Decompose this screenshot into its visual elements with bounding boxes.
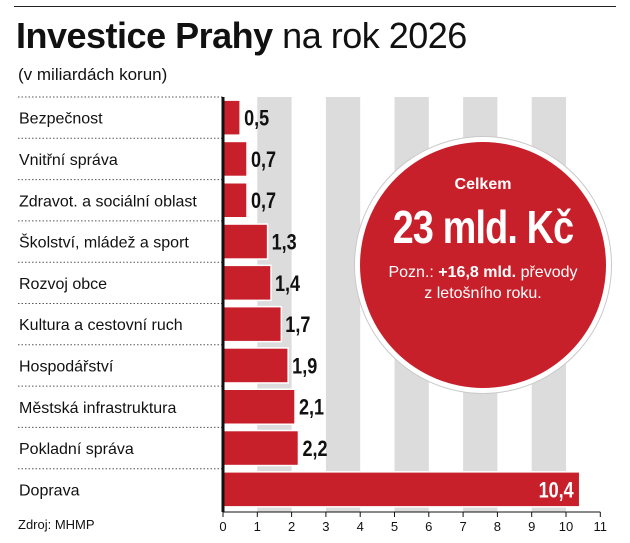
bar	[222, 429, 300, 467]
total-callout: Celkem 23 mld. Kč Pozn.: +16,8 mld. přev…	[360, 142, 606, 388]
callout-note-rest: převody z letošního roku.	[424, 264, 578, 302]
callout-value: 23 mld. Kč	[392, 201, 574, 253]
row-dividers	[18, 96, 223, 470]
category-label: Doprava	[19, 482, 80, 499]
value-label: 2,2	[302, 437, 327, 461]
x-tick-label: 7	[459, 519, 466, 534]
chart-title-light: na rok 2026	[282, 15, 467, 56]
grid-band	[325, 97, 361, 512]
chart-title-bold: Investice Prahy	[16, 15, 273, 56]
value-label: 1,4	[275, 272, 301, 296]
x-tick-label: 9	[528, 519, 535, 534]
x-tick-label: 6	[425, 519, 432, 534]
bar	[222, 305, 283, 343]
bar	[222, 182, 248, 219]
source-note: Zdroj: MHMP	[18, 517, 95, 532]
value-label: 1,9	[292, 355, 317, 379]
bar	[222, 347, 289, 384]
category-label: Vnitřní správa	[19, 152, 118, 169]
x-tick-label: 3	[322, 519, 329, 534]
bar	[222, 388, 296, 425]
value-label: 1,7	[285, 314, 310, 338]
x-tick-label: 0	[219, 519, 226, 534]
value-label: 0,5	[244, 107, 269, 131]
x-tick-label: 10	[559, 519, 573, 534]
value-label: 0,7	[251, 148, 276, 172]
category-label: Pokladní správa	[19, 441, 134, 458]
top-rule	[14, 6, 616, 7]
callout-note-prefix: Pozn.:	[388, 264, 434, 281]
callout-note-highlight: +16,8 mld.	[438, 264, 517, 281]
bar	[222, 140, 248, 178]
x-tick-label: 8	[494, 519, 501, 534]
bars	[222, 99, 581, 508]
value-label: 10,4	[539, 479, 575, 503]
x-tick-label: 11	[594, 519, 608, 534]
category-label: Bezpečnost	[19, 111, 103, 128]
x-tick-label: 2	[288, 519, 295, 534]
bar	[222, 471, 581, 508]
x-axis: 0 1 2 3 4 5 6 7 8 9 10 11	[219, 97, 607, 534]
category-label: Rozvoj obce	[19, 276, 107, 293]
x-tick-label: 1	[254, 519, 261, 534]
bar	[222, 99, 241, 136]
value-labels: 0,5 0,7 0,7 1,3 1,4 1,7 1,9 2,1 2,2 10,4	[244, 107, 574, 503]
category-label: Školství, mládež a sport	[19, 233, 189, 252]
bar	[222, 223, 269, 260]
bar	[222, 264, 272, 302]
category-labels: Bezpečnost Vnitřní správa Zdravot. a sociá…	[19, 111, 197, 500]
x-tick-label: 4	[357, 519, 364, 534]
category-label: Hospodářství	[19, 358, 114, 375]
value-label: 2,1	[299, 396, 324, 420]
category-label: Zdravot. a sociální oblast	[19, 193, 197, 210]
x-tick-label: 5	[391, 519, 398, 534]
callout-note: Pozn.: +16,8 mld. převody z letošního ro…	[386, 262, 580, 304]
value-label: 1,3	[272, 231, 297, 255]
value-label: 0,7	[251, 190, 276, 214]
chart-title: Investice Prahy na rok 2026	[16, 14, 467, 58]
chart-subtitle: (v miliardách korun)	[18, 65, 168, 84]
category-label: Kultura a cestovní ruch	[19, 317, 183, 334]
category-label: Městská infrastruktura	[19, 400, 176, 417]
callout-label: Celkem	[454, 176, 512, 193]
